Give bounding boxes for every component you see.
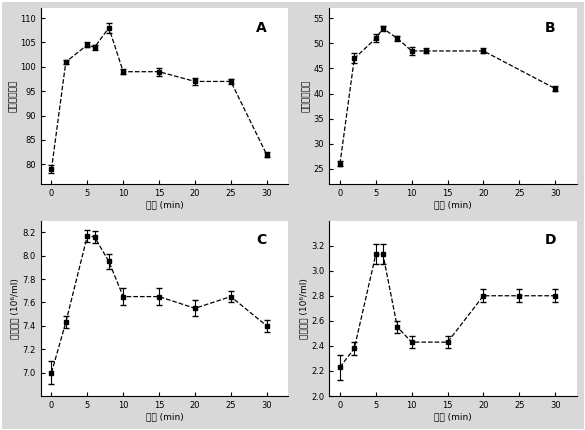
Text: D: D: [545, 233, 556, 247]
Y-axis label: 橙色荆光强度: 橙色荆光强度: [302, 80, 311, 112]
X-axis label: 时间 (min): 时间 (min): [146, 200, 183, 209]
X-axis label: 时间 (min): 时间 (min): [434, 413, 472, 422]
Text: A: A: [256, 21, 267, 35]
Y-axis label: 异养菌数 (10⁶/ml): 异养菌数 (10⁶/ml): [300, 278, 308, 339]
X-axis label: 时间 (min): 时间 (min): [146, 413, 183, 422]
X-axis label: 时间 (min): 时间 (min): [434, 200, 472, 209]
Y-axis label: 绿色荆光强度: 绿色荆光强度: [8, 80, 18, 112]
Y-axis label: 总细胞数 (10⁶/ml): 总细胞数 (10⁶/ml): [11, 278, 20, 339]
Text: C: C: [256, 233, 266, 247]
Text: B: B: [545, 21, 555, 35]
